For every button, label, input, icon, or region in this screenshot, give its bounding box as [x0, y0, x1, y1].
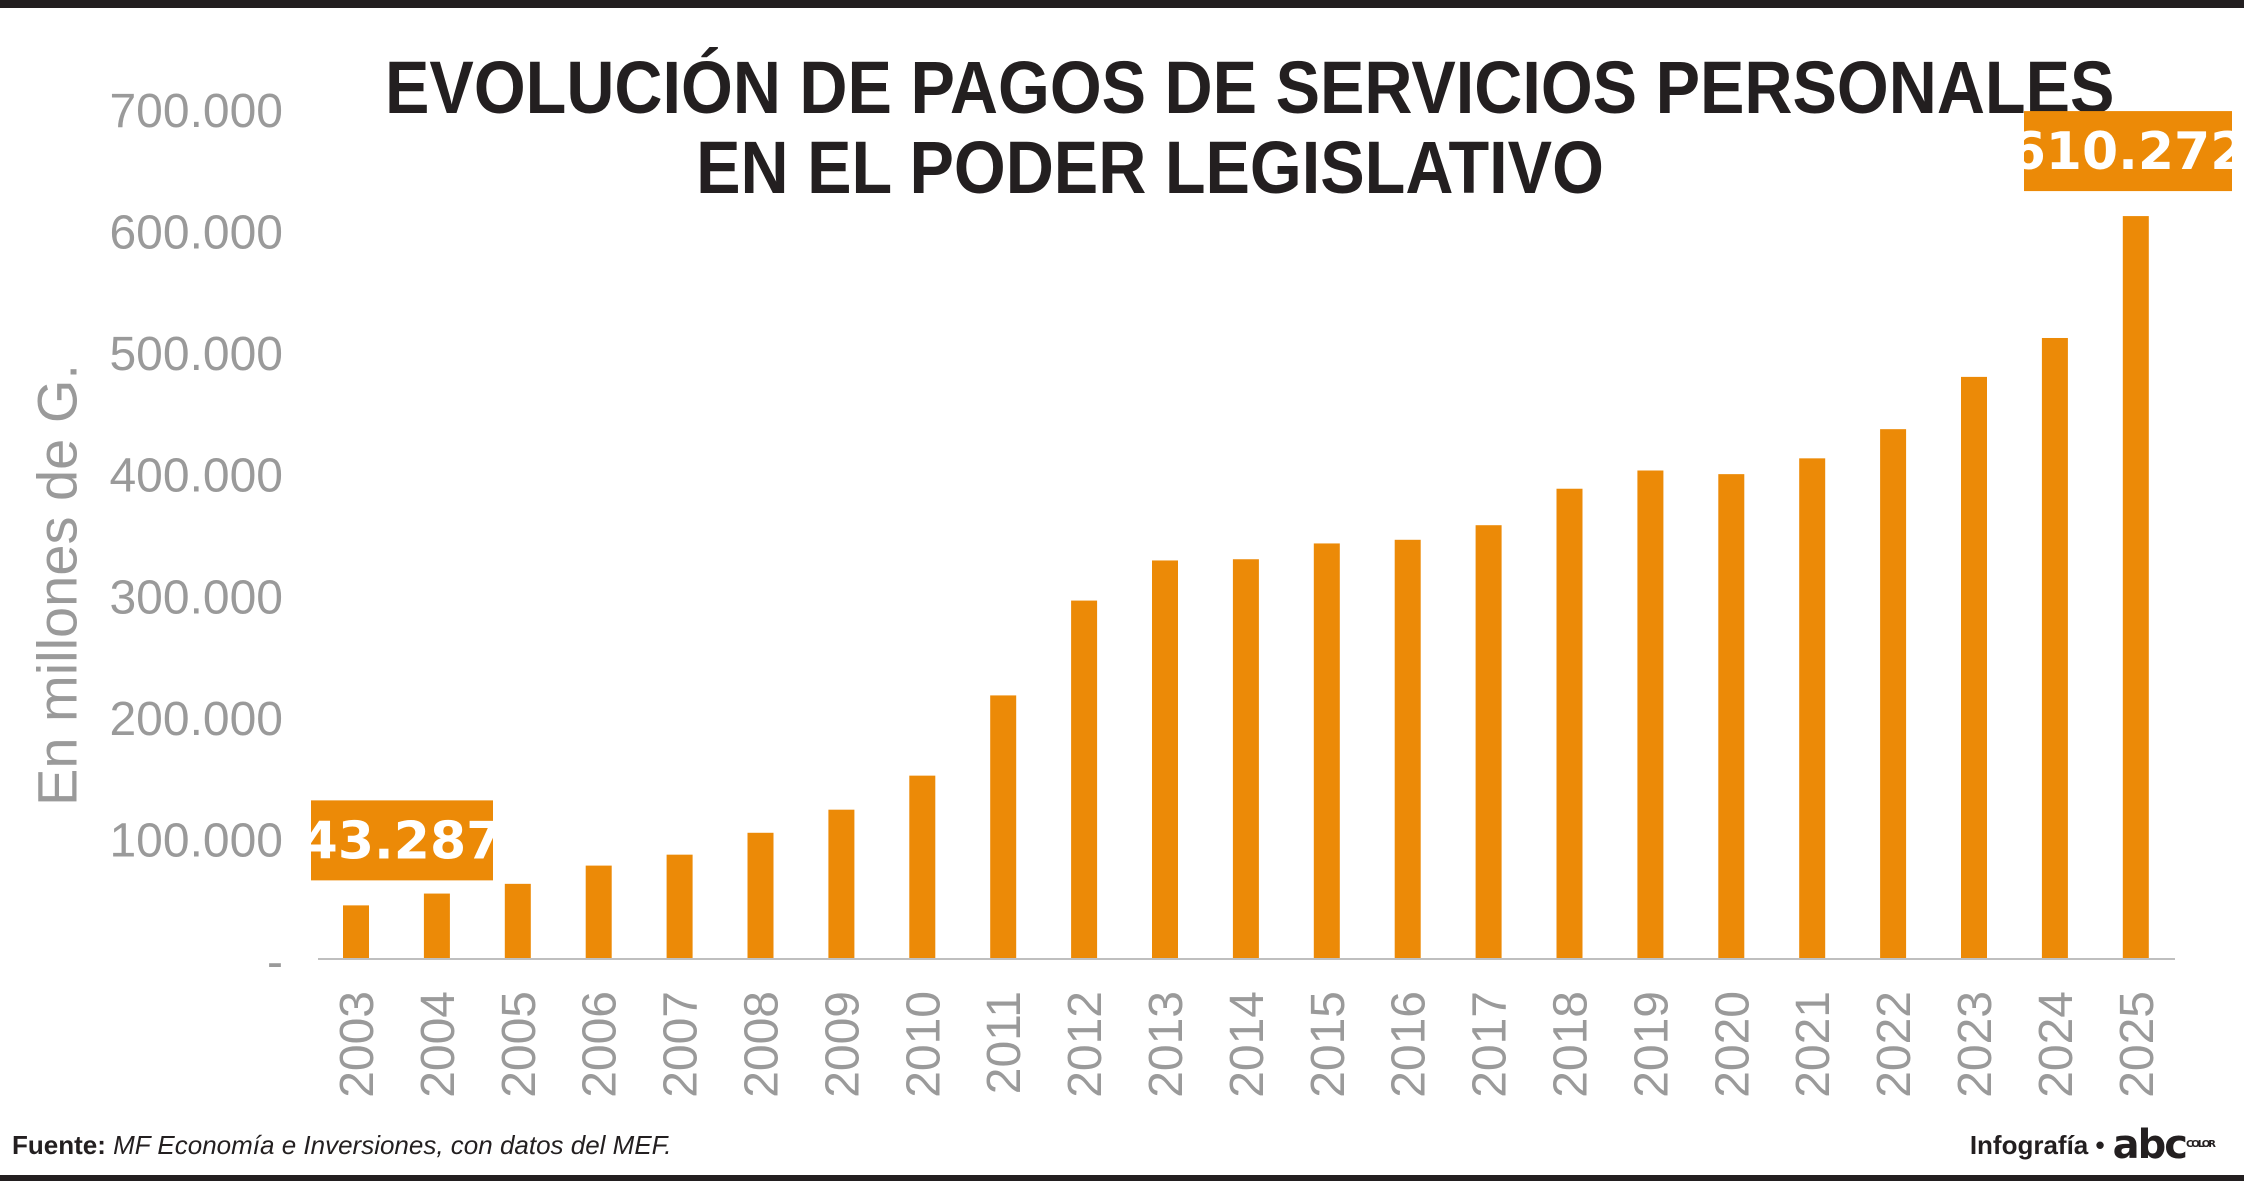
x-tick-label: 2019 — [1625, 991, 1678, 1098]
bar-2017 — [1475, 525, 1502, 958]
bar-2009 — [828, 809, 855, 958]
source-label: Fuente: — [12, 1130, 106, 1160]
x-tick-label: 2020 — [1706, 991, 1759, 1098]
top-rule — [0, 0, 2244, 8]
y-tick-label: - — [267, 936, 283, 989]
x-tick-label: 2018 — [1545, 991, 1598, 1098]
credit-text: Infografía • — [1969, 1129, 2105, 1160]
y-tick-label: 700.000 — [109, 85, 283, 138]
bar-2022 — [1880, 429, 1907, 958]
bar-2021 — [1799, 458, 1826, 958]
bar-2014 — [1232, 559, 1259, 958]
bar-2011 — [990, 695, 1017, 958]
source-note: Fuente: MF Economía e Inversiones, con d… — [12, 1130, 671, 1161]
bar-2025 — [2122, 216, 2149, 958]
value-callout-label: 43.287 — [302, 811, 503, 871]
x-tick-label: 2013 — [1140, 991, 1193, 1098]
x-tick-label: 2017 — [1464, 991, 1517, 1098]
y-tick-label: 100.000 — [109, 814, 283, 867]
x-tick-label: 2024 — [2030, 991, 2083, 1098]
x-tick-label: 2016 — [1383, 991, 1436, 1098]
value-callout-box — [311, 800, 493, 881]
bottom-rule — [0, 1175, 2244, 1181]
value-callout-box — [2024, 111, 2232, 192]
bar-2013 — [1152, 560, 1178, 958]
x-tick-label: 2011 — [978, 991, 1031, 1094]
x-tick-label: 2005 — [493, 991, 546, 1098]
source-text: MF Economía e Inversiones, con datos del… — [113, 1130, 672, 1160]
bar-2005 — [504, 883, 531, 958]
y-tick-label: 300.000 — [109, 571, 283, 624]
bar-2020 — [1718, 474, 1745, 958]
bar-2018 — [1556, 488, 1583, 958]
bar-2004 — [423, 893, 450, 958]
x-tick-label: 2012 — [1059, 991, 1112, 1098]
y-tick-label: 600.000 — [109, 207, 283, 260]
x-tick-label: 2007 — [655, 991, 708, 1098]
x-tick-label: 2008 — [736, 991, 789, 1098]
x-tick-label: 2004 — [412, 991, 465, 1098]
abc-logo: abcCOLOR — [2113, 1125, 2216, 1165]
x-tick-label: 2015 — [1302, 991, 1355, 1098]
credit: Infografía • abcCOLOR — [1969, 1125, 2216, 1165]
bar-2015 — [1313, 543, 1340, 958]
bar-2024 — [2041, 337, 2068, 958]
value-callout-label: 610.272 — [2010, 122, 2244, 182]
x-tick-label: 2009 — [816, 991, 869, 1098]
x-tick-label: 2006 — [574, 991, 627, 1098]
chart-title-line-1: EVOLUCIÓN DE PAGOS DE SERVICIOS PERSONAL… — [385, 46, 2115, 129]
y-tick-label: 200.000 — [109, 693, 283, 746]
y-tick-label: 400.000 — [109, 450, 283, 503]
bar-2010 — [909, 775, 936, 958]
bar-2008 — [747, 832, 774, 958]
x-tick-label: 2023 — [1949, 991, 2002, 1098]
bar-2023 — [1961, 376, 1987, 959]
logo-small-text: COLOR — [2185, 1139, 2216, 1150]
x-tick-label: 2022 — [1868, 991, 1921, 1098]
bar-2019 — [1637, 470, 1664, 958]
bar-2007 — [666, 854, 693, 958]
x-tick-label: 2010 — [897, 991, 950, 1098]
bar-2003 — [343, 905, 369, 958]
x-tick-label: 2021 — [1787, 991, 1840, 1098]
x-tick-label: 2003 — [331, 991, 384, 1098]
logo-text: abc — [2112, 1122, 2188, 1168]
x-tick-label: 2014 — [1221, 991, 1274, 1098]
chart-title-line-2: EN EL PODER LEGISLATIVO — [696, 126, 1604, 209]
y-tick-label: 500.000 — [109, 328, 283, 381]
bar-2016 — [1394, 539, 1421, 958]
bar-2006 — [585, 865, 612, 958]
bar-2012 — [1071, 600, 1098, 958]
x-tick-label: 2025 — [2111, 991, 2164, 1098]
